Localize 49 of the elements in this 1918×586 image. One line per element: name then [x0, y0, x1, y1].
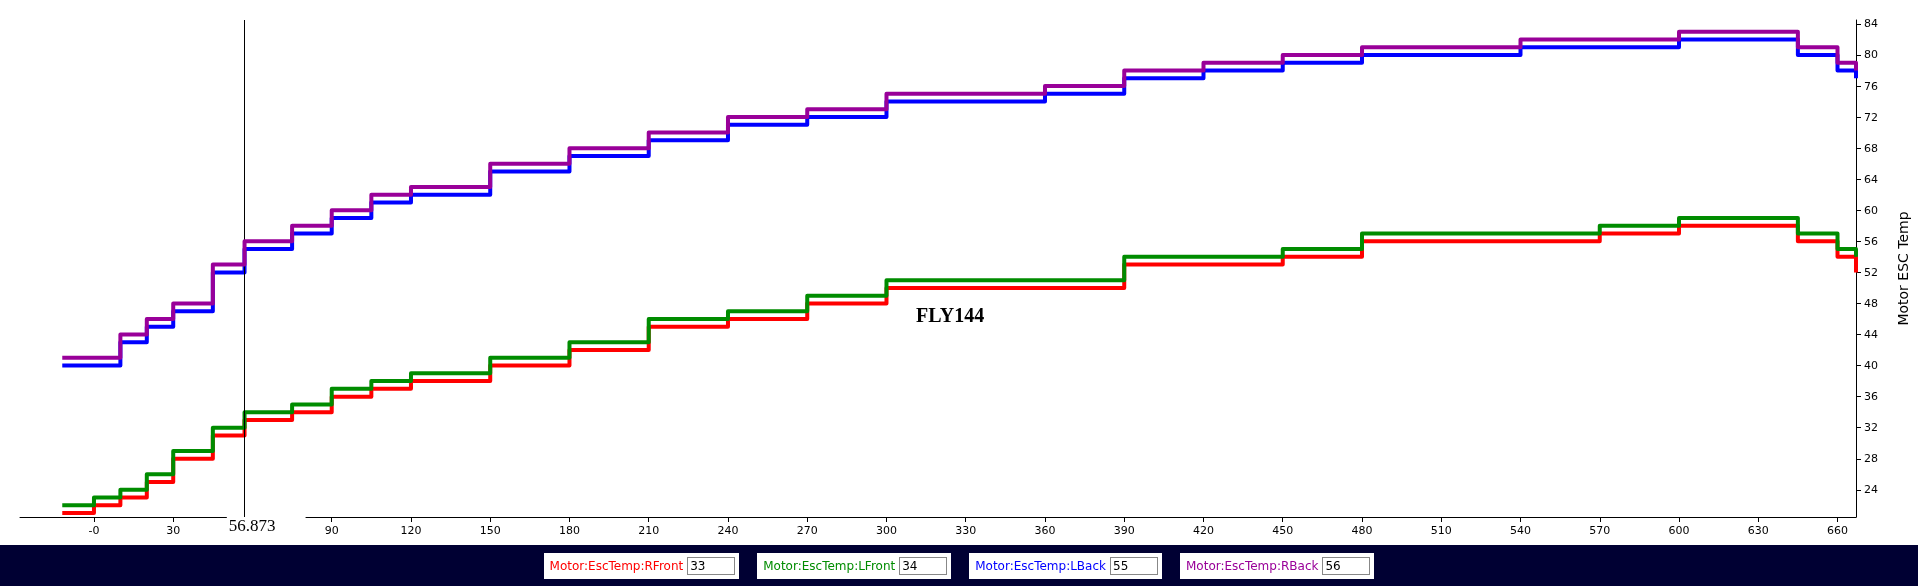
text: Motor:EscTemp:RBack	[1186, 558, 1319, 573]
y-tick-label: 28	[1864, 452, 1878, 466]
x-tick-label: 600	[1668, 524, 1690, 537]
x-tick-label: 120	[400, 524, 422, 537]
x-tick-label: 570	[1589, 524, 1611, 537]
x-tick-label: 510	[1430, 524, 1452, 537]
y-tick-label: 60	[1864, 203, 1878, 217]
x-tick-label: 150	[479, 524, 501, 537]
x-tick-label: 30	[166, 524, 181, 537]
x-tick-label: 630	[1747, 524, 1769, 537]
text: Motor:EscTemp:LBack	[975, 558, 1106, 573]
x-tick-label: -0	[88, 524, 100, 537]
y-tick-label: 48	[1864, 296, 1878, 310]
x-tick-label: 300	[875, 524, 897, 537]
y-tick-label: 32	[1864, 421, 1878, 435]
y-tick-label: 84	[1864, 17, 1878, 31]
x-tick-label: 660	[1827, 524, 1849, 537]
text: 34	[899, 556, 948, 575]
text: FLY144	[916, 304, 985, 326]
y-tick-label: 44	[1864, 328, 1878, 342]
x-tick-label: 360	[1034, 524, 1056, 537]
y-tick-label: 36	[1864, 390, 1878, 404]
y-tick-label: 64	[1864, 172, 1878, 186]
text: 55	[1110, 556, 1158, 575]
y-tick-label: 40	[1864, 359, 1878, 373]
y-tick-label: 80	[1864, 48, 1878, 62]
text: 56	[1322, 556, 1371, 575]
x-tick-label: 480	[1351, 524, 1373, 537]
y-tick-label: 52	[1864, 265, 1878, 279]
x-tick-label: 270	[796, 524, 818, 537]
text: Motor:EscTemp:LFront	[763, 558, 896, 573]
y-tick-label: 56	[1864, 234, 1878, 248]
x-tick-label: 390	[1113, 524, 1135, 537]
x-tick-label: 420	[1192, 524, 1214, 537]
y-axis-title: Motor ESC Temp	[1895, 211, 1911, 326]
y-tick-label: 72	[1864, 110, 1878, 124]
x-tick-label: 180	[558, 524, 580, 537]
x-tick-label: 330	[955, 524, 977, 537]
x-tick-label: 240	[717, 524, 739, 537]
ref-line-label: 56.873	[228, 516, 276, 535]
x-tick-label: 540	[1510, 524, 1531, 537]
text: 33	[687, 556, 736, 575]
y-tick-label: 24	[1864, 483, 1878, 497]
y-tick-label: 76	[1864, 79, 1878, 93]
y-tick-label: 68	[1864, 141, 1878, 155]
x-tick-label: 210	[638, 524, 660, 537]
text: Motor:EscTemp:RFront	[549, 558, 684, 573]
x-tick-label: 450	[1272, 524, 1294, 537]
x-tick-label: 90	[324, 524, 339, 537]
